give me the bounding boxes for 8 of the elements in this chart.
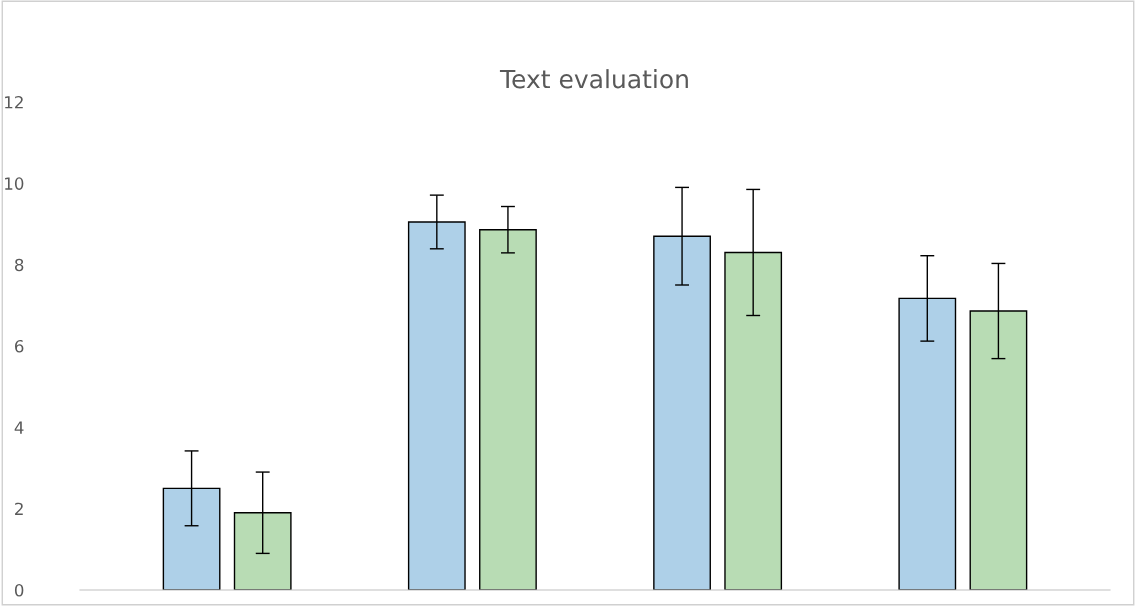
y-tick-label: 2: [15, 502, 23, 515]
y-tick-label: 6: [15, 339, 24, 353]
y-tick-label: 10: [5, 177, 24, 190]
chart-title: Text evaluation: [499, 69, 688, 89]
y-tick-label: 4: [14, 421, 24, 434]
y-tick-label: 12: [5, 95, 23, 109]
y-tick-label: 8: [14, 258, 24, 272]
y-tick-label: 0: [14, 583, 24, 597]
